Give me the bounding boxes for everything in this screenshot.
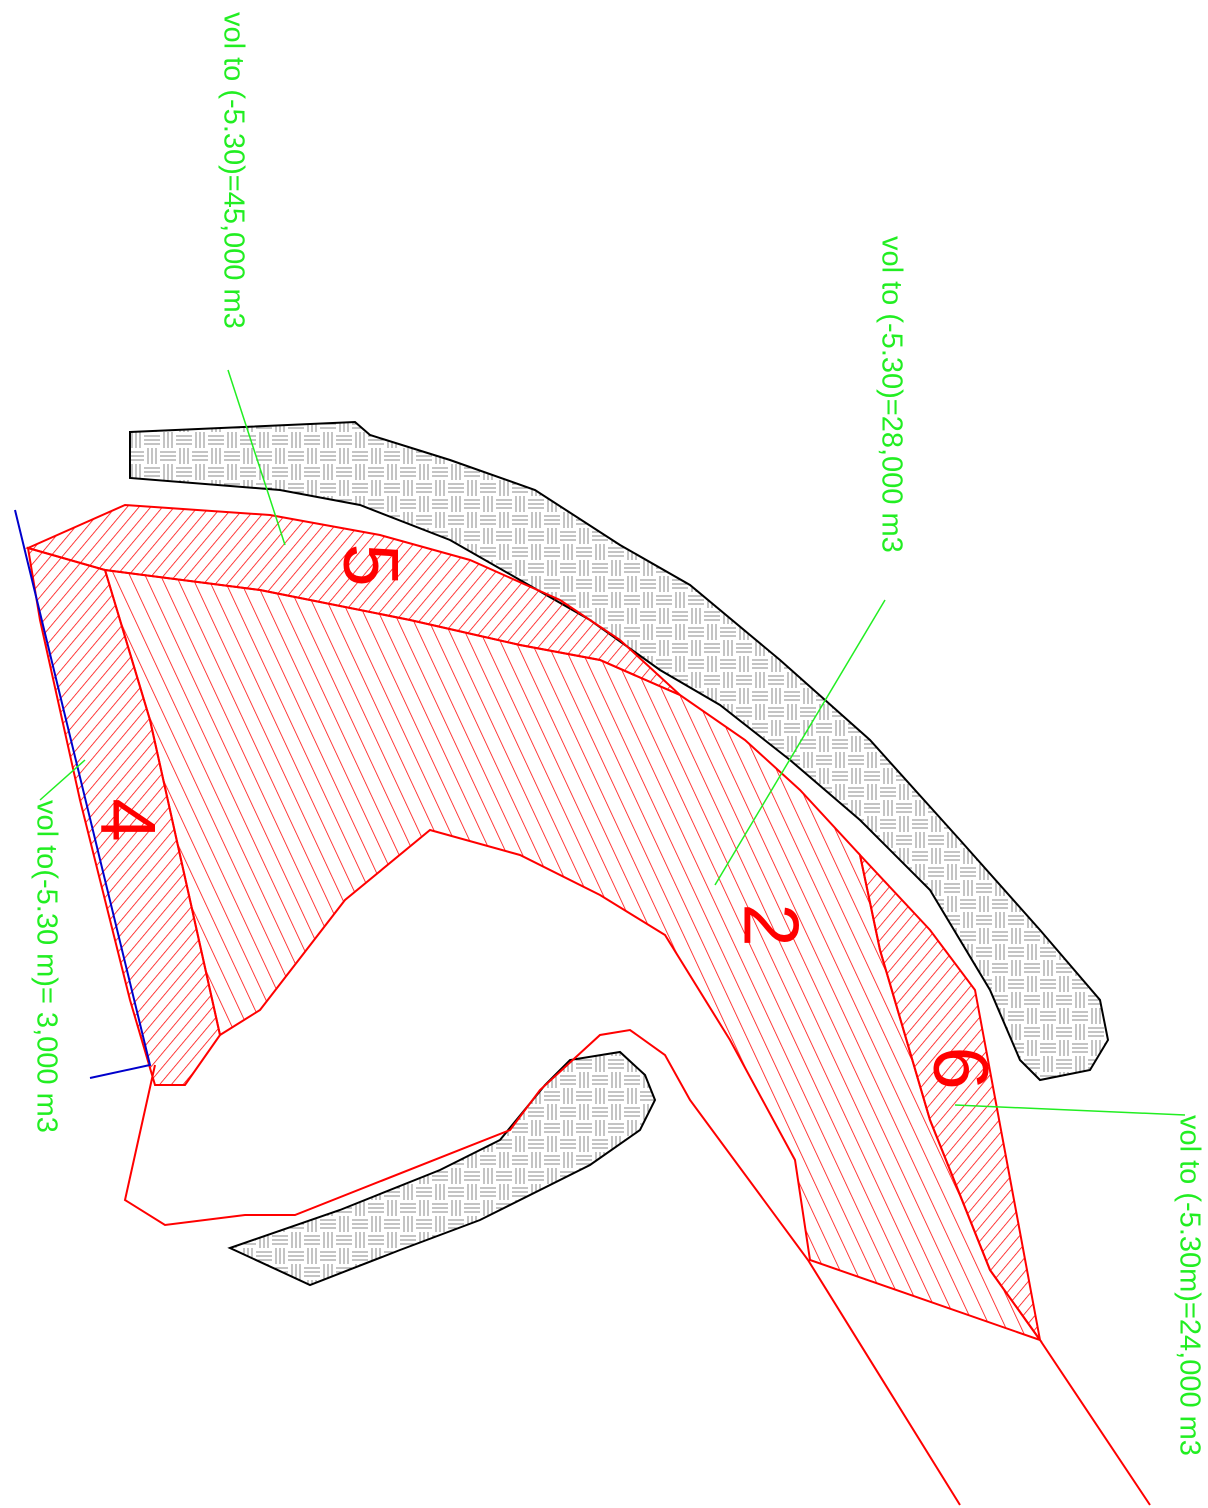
zone-number: 6 (917, 1046, 1005, 1089)
boundary (1040, 1340, 1150, 1505)
volume-label: vol to(-5.30 m)= 3,000 m3 (30, 800, 62, 1133)
zone-number: 4 (84, 798, 172, 841)
volume-label: vol to (-5.30)=28,000 m3 (875, 236, 907, 553)
zone-number: 2 (727, 903, 815, 946)
drawing: vol to (-5.30)=45,000 m3 vol to (-5.30)=… (0, 0, 1208, 1508)
zone-number: 5 (327, 543, 415, 586)
volume-label: vol to (-5.30m)=24,000 m3 (1173, 1115, 1205, 1456)
volume-label: vol to (-5.30)=45,000 m3 (217, 12, 249, 329)
breakwater (230, 1052, 655, 1285)
